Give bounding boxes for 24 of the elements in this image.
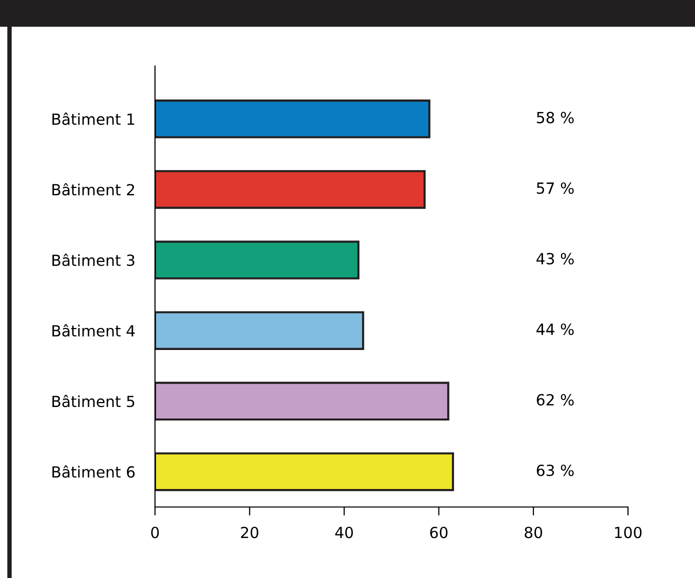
y-tick-label: Bâtiment 2 (52, 183, 134, 196)
bar (155, 170, 426, 209)
data-label: 44 % (536, 323, 574, 336)
data-label: 57 % (536, 182, 574, 194)
x-tick-label: 40 (335, 526, 353, 538)
x-tick-label: 100 (615, 526, 642, 538)
y-tick-label: Bâtiment 1 (52, 112, 134, 125)
y-tick-label: Bâtiment 6 (52, 465, 135, 478)
data-label: 43 % (536, 252, 574, 264)
y-tick-label: Bâtiment 5 (52, 394, 134, 408)
data-label: 63 % (536, 464, 574, 476)
x-tick-label: 60 (430, 526, 448, 538)
x-tick-label: 0 (151, 526, 159, 538)
x-tick-label: 80 (524, 526, 542, 538)
bar (155, 100, 430, 138)
x-tick-label: 20 (241, 526, 258, 538)
bar (155, 311, 364, 350)
bar (155, 382, 450, 421)
bar (155, 240, 360, 280)
data-label: 58 % (536, 112, 574, 124)
y-tick-label: Bâtiment 3 (52, 254, 134, 266)
y-tick-label: Bâtiment 4 (52, 324, 135, 337)
data-label: 62 % (536, 394, 574, 406)
bar (155, 452, 454, 492)
